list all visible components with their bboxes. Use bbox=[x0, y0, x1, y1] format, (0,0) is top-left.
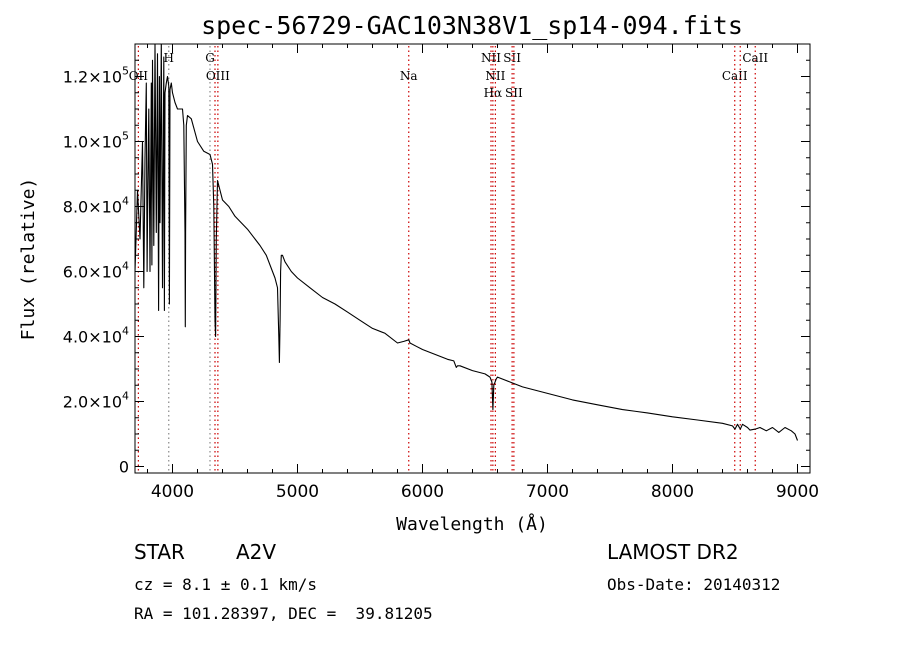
y-tick-mantissa: 4.0×10 bbox=[63, 328, 122, 347]
line-label: G bbox=[205, 51, 215, 65]
x-tick-label: 6000 bbox=[401, 482, 444, 502]
y-tick-exponent: 4 bbox=[122, 260, 129, 273]
axis-ticks: 4000 5000 6000 7000 8000 900002.0×1044.0×1046… bbox=[63, 44, 819, 502]
y-tick-mantissa: 1.2×10 bbox=[63, 68, 122, 87]
y-tick-label: 6.0×104 bbox=[63, 260, 129, 282]
y-tick-label: 1.0×105 bbox=[63, 130, 129, 152]
y-tick-label: 8.0×104 bbox=[63, 195, 129, 217]
y-tick-label: 2.0×104 bbox=[63, 390, 129, 412]
y-tick-exponent: 5 bbox=[122, 130, 129, 143]
y-tick-label: 4.0×104 bbox=[63, 325, 129, 347]
y-axis-label: Flux (relative) bbox=[18, 178, 39, 341]
y-tick-mantissa: 2.0×10 bbox=[63, 393, 122, 412]
x-tick-label: 4000 bbox=[151, 482, 194, 502]
line-label: Na bbox=[400, 69, 418, 83]
x-axis-label: Wavelength (Å) bbox=[396, 513, 548, 535]
line-label: NII bbox=[485, 69, 505, 83]
y-tick-exponent: 4 bbox=[122, 390, 129, 403]
x-tick-label: 8000 bbox=[651, 482, 694, 502]
ra-dec: RA = 101.28397, DEC = 39.81205 bbox=[134, 604, 433, 623]
plot-frame bbox=[134, 43, 811, 474]
object-class: STAR bbox=[134, 540, 185, 564]
x-tick-label: 9000 bbox=[776, 482, 819, 502]
y-tick-exponent: 4 bbox=[122, 325, 129, 338]
spectrum-line bbox=[135, 44, 799, 441]
survey-name: LAMOST DR2 bbox=[607, 540, 739, 564]
y-tick-exponent: 4 bbox=[122, 195, 129, 208]
object-subclass: A2V bbox=[236, 540, 276, 564]
line-label: CaII bbox=[742, 51, 768, 65]
y-tick-mantissa: 8.0×10 bbox=[63, 198, 122, 217]
y-tick-mantissa: 1.0×10 bbox=[63, 133, 122, 152]
y-tick-label: 0 bbox=[119, 458, 129, 477]
redshift-info: cz = 8.1 ± 0.1 km/s bbox=[134, 575, 317, 594]
y-tick-mantissa: 6.0×10 bbox=[63, 263, 122, 282]
plot-border bbox=[134, 43, 811, 474]
line-label: NII bbox=[481, 51, 501, 65]
obs-date: Obs-Date: 20140312 bbox=[607, 575, 780, 594]
x-tick-label: 7000 bbox=[526, 482, 569, 502]
line-label: H bbox=[164, 51, 174, 65]
spectrum-series bbox=[135, 44, 799, 441]
line-label: CaII bbox=[722, 69, 748, 83]
line-label: SII bbox=[505, 86, 523, 100]
x-tick-label: 5000 bbox=[276, 482, 319, 502]
y-tick-mantissa: 0 bbox=[119, 458, 129, 477]
chart-title: spec-56729-GAC103N38V1_sp14-094.fits bbox=[201, 11, 743, 40]
line-label: Hα bbox=[484, 86, 503, 100]
y-tick-exponent: 5 bbox=[122, 65, 129, 78]
line-label: OIII bbox=[206, 69, 230, 83]
y-tick-label: 1.2×105 bbox=[63, 65, 129, 87]
line-label: SII bbox=[503, 51, 521, 65]
